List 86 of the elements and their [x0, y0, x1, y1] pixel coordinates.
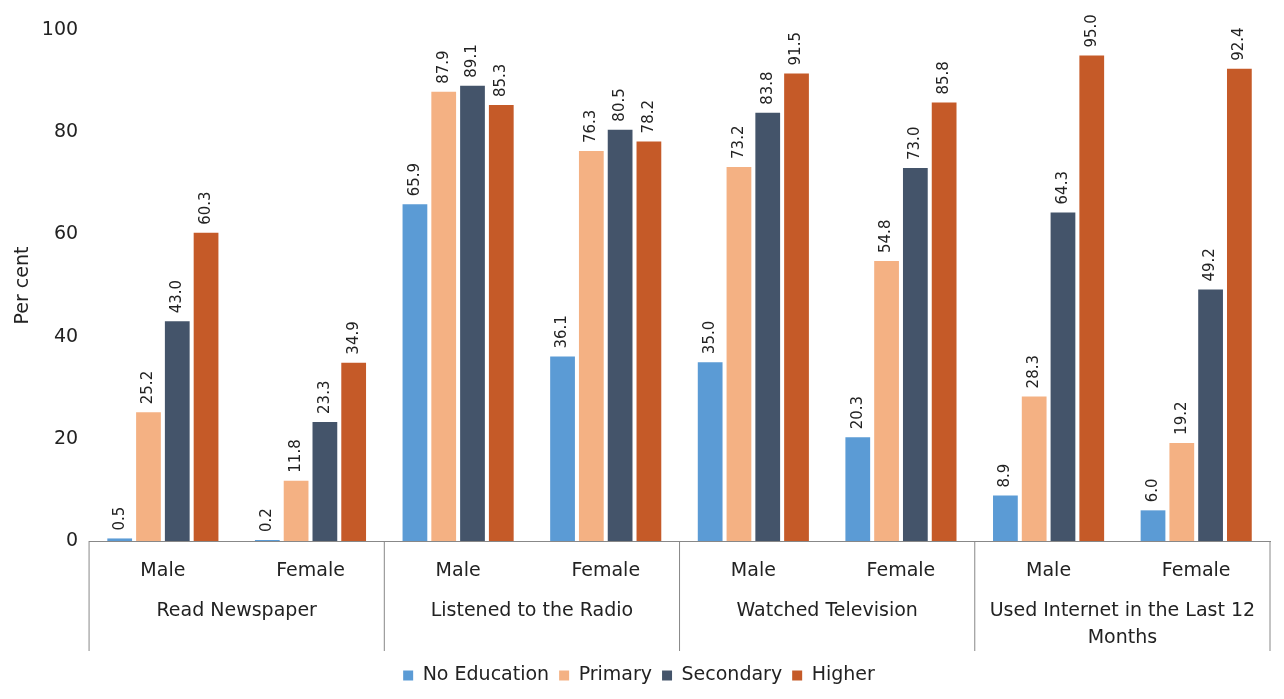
bar: [755, 112, 781, 541]
bar: [845, 437, 871, 541]
bar: [283, 480, 309, 541]
text: Used Internet in the Last 12 Months: [989, 597, 1256, 647]
data-label: 95.0: [1081, 14, 1100, 48]
bar: [578, 151, 604, 541]
bar: [726, 166, 752, 541]
bar: [607, 129, 633, 541]
bar: [874, 260, 899, 541]
x-tick-label: Female: [866, 557, 936, 580]
data-label: 85.8: [934, 61, 953, 95]
y-tick-label: 0: [65, 527, 79, 550]
y-tick-label: 40: [53, 323, 79, 346]
data-label: 36.1: [552, 315, 571, 349]
bar: [636, 141, 662, 541]
data-label: 25.2: [138, 370, 157, 405]
bar: [697, 362, 723, 541]
x-tick-label: Female: [1161, 557, 1231, 580]
data-label: 65.9: [404, 162, 423, 197]
legend-label: Secondary: [681, 662, 783, 685]
text: Read Newspaper: [156, 597, 318, 620]
bar: [1226, 68, 1252, 541]
bar: [431, 91, 457, 541]
text: Listened to the Radio: [430, 597, 634, 620]
data-label: 80.5: [610, 88, 629, 122]
data-label: 76.3: [581, 109, 600, 144]
x-tick-label: Male: [730, 557, 776, 580]
bar: [1169, 442, 1195, 541]
bar: [1198, 289, 1223, 541]
bar: [931, 102, 957, 541]
data-label: 8.9: [995, 463, 1014, 488]
data-label: 23.3: [314, 380, 333, 414]
bar: [136, 412, 161, 541]
bar: [164, 321, 190, 541]
data-label: 60.3: [195, 191, 214, 225]
x-tick-label: Male: [140, 557, 186, 580]
y-tick-label: 60: [53, 221, 79, 244]
legend-label: No Education: [422, 662, 550, 685]
bar: [460, 85, 485, 541]
bar: [902, 167, 928, 541]
bar: [550, 356, 575, 541]
data-label: 49.2: [1200, 248, 1219, 282]
data-label: 89.1: [462, 44, 481, 78]
bar: [193, 232, 219, 541]
legend-label: Primary: [578, 662, 653, 685]
data-label: 0.2: [257, 508, 276, 532]
data-label: 35.0: [700, 320, 719, 355]
data-label: 73.2: [728, 125, 747, 159]
data-label: 64.3: [1052, 171, 1071, 205]
bar: [784, 73, 809, 541]
data-label: 92.4: [1229, 27, 1248, 61]
data-label: 83.8: [757, 71, 776, 105]
data-label: 91.5: [786, 32, 805, 66]
x-tick-label: Male: [1026, 557, 1072, 580]
text: Watched Television: [736, 597, 918, 620]
data-label: 6.0: [1142, 478, 1161, 503]
data-label: 73.0: [905, 126, 924, 160]
bar: [488, 105, 514, 541]
y-axis-title: Per cent: [10, 246, 33, 325]
bar: [341, 362, 367, 541]
bar: [107, 538, 133, 541]
x-tick-label: Female: [276, 557, 345, 580]
bar: [1079, 55, 1105, 541]
y-tick-label: 100: [41, 16, 79, 39]
data-label: 20.3: [847, 395, 866, 430]
bar: [312, 421, 338, 541]
bar: [402, 204, 428, 541]
y-tick-label: 80: [53, 119, 79, 142]
data-label: 87.9: [433, 50, 452, 84]
bar: [1021, 396, 1047, 541]
data-label: 19.2: [1171, 401, 1190, 435]
x-tick-label: Female: [571, 557, 641, 580]
bar: [993, 495, 1018, 541]
data-label: 78.2: [638, 99, 657, 134]
data-label: 43.0: [167, 279, 186, 314]
data-label: 34.9: [343, 321, 362, 355]
legend-label: Higher: [811, 662, 876, 685]
bar: [1050, 212, 1076, 541]
data-label: 0.5: [109, 506, 128, 531]
data-label: 28.3: [1024, 354, 1043, 389]
data-label: 54.8: [876, 219, 895, 253]
y-tick-label: 20: [53, 425, 79, 448]
data-label: 85.3: [491, 63, 510, 98]
x-tick-label: Male: [435, 557, 481, 580]
bar: [1140, 510, 1166, 541]
data-label: 11.8: [285, 439, 304, 473]
